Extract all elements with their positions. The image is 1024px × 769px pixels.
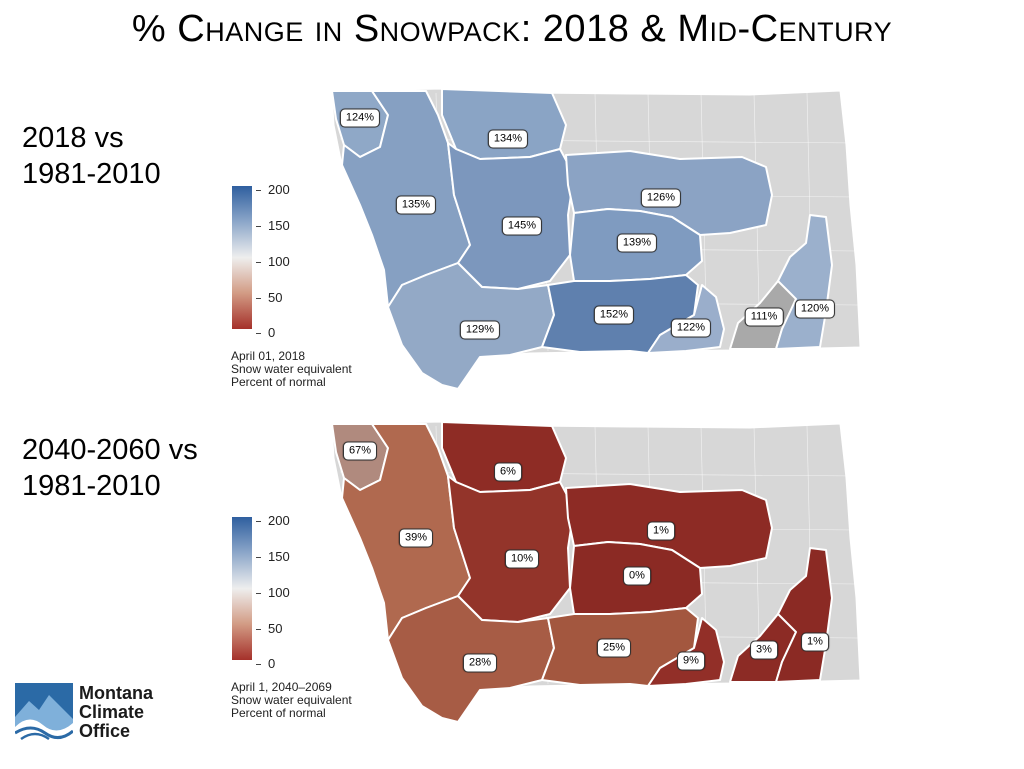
- panel-2-caption-date: April 1, 2040–2069: [231, 680, 332, 694]
- montana-climate-office-logo: Montana Climate Office: [15, 683, 185, 745]
- basin-label-tongue: 3%: [750, 640, 778, 660]
- basin-label-yellowstone: 152%: [593, 305, 635, 325]
- logo-line-2: Climate: [79, 702, 145, 722]
- panel-1-tick-200: 200: [256, 182, 290, 197]
- panel-1-color-scale: [232, 186, 252, 329]
- title-prefix: %: [131, 8, 178, 50]
- panel-2-color-scale: [232, 517, 252, 660]
- panel-2-tick-50: 50: [255, 621, 283, 636]
- panel-2-tick-0: 0: [255, 656, 276, 671]
- panel-2-label-line-2: 1981-2010: [22, 470, 161, 502]
- mountain-waves-logo-icon: [15, 683, 73, 741]
- basin-label-musselshell-north: 126%: [640, 188, 682, 208]
- panel-2-map: [331, 421, 861, 723]
- logo-line-3: Office: [79, 721, 131, 741]
- basin-label-upper-missouri: 129%: [459, 320, 501, 340]
- basin-label-flathead: 39%: [398, 528, 434, 548]
- basin-label-musselshell: 139%: [616, 233, 658, 253]
- panel-1-map: [331, 88, 861, 390]
- title-mid: : 2018 &: [520, 8, 678, 50]
- panel-1-tick-150: 150: [256, 218, 290, 233]
- basin-label-flathead: 135%: [395, 195, 437, 215]
- page-title: % Change in Snowpack: 2018 & Mid-Century: [0, 8, 1024, 51]
- basin-label-kootenai: 124%: [339, 108, 381, 128]
- panel-1-legend: 200 150 100 50 0 April 01, 2018 Snow wat…: [228, 182, 378, 396]
- panel-1-caption: April 01, 2018 Snow water equivalent Per…: [231, 350, 352, 389]
- panel-1-caption-unit: Percent of normal: [231, 375, 326, 389]
- panel-2-caption-variable: Snow water equivalent: [231, 693, 352, 707]
- panel-1-tick-50: 50: [255, 290, 283, 305]
- panel-1-label: 2018 vs 1981-2010: [22, 120, 232, 192]
- basin-label-sun-teton: 145%: [501, 216, 543, 236]
- basin-marias: [441, 421, 567, 493]
- panel-2-label-line-1: 2040-2060 vs: [22, 434, 198, 466]
- basin-label-marias: 134%: [487, 129, 529, 149]
- panel-1-caption-variable: Snow water equivalent: [231, 362, 352, 376]
- basin-label-powder: 120%: [794, 299, 836, 319]
- panel-2-caption: April 1, 2040–2069 Snow water equivalent…: [231, 681, 352, 720]
- title-part-1: Change in Snowpack: [177, 8, 521, 50]
- basin-label-musselshell-north: 1%: [647, 521, 675, 541]
- panel-2-label: 2040-2060 vs 1981-2010: [22, 432, 232, 504]
- basin-bighorn: [647, 617, 725, 687]
- logo-line-1: Montana: [79, 683, 153, 703]
- basin-label-sun-teton: 10%: [504, 549, 540, 569]
- panel-1-label-line-2: 1981-2010: [22, 158, 161, 190]
- logo-text: Montana Climate Office: [79, 684, 153, 741]
- basin-sun-teton: [447, 142, 575, 290]
- panel-1-label-line-1: 2018 vs: [22, 122, 124, 154]
- panel-2-caption-unit: Percent of normal: [231, 706, 326, 720]
- panel-1-tick-100: 100: [256, 254, 290, 269]
- basin-label-bighorn: 122%: [670, 318, 712, 338]
- title-part-2: Mid-Century: [677, 8, 893, 50]
- basin-marias: [441, 88, 567, 160]
- panel-2-tick-100: 100: [256, 585, 290, 600]
- basin-label-marias: 6%: [494, 462, 522, 482]
- panel-2-legend: 200 150 100 50 0 April 1, 2040–2069 Snow…: [228, 513, 378, 727]
- panel-2-tick-150: 150: [256, 549, 290, 564]
- basin-label-yellowstone: 25%: [596, 638, 632, 658]
- basin-label-upper-missouri: 28%: [462, 653, 498, 673]
- panel-2-tick-200: 200: [256, 513, 290, 528]
- basin-label-powder: 1%: [801, 632, 829, 652]
- panel-1-caption-date: April 01, 2018: [231, 349, 306, 363]
- basin-label-musselshell: 0%: [623, 566, 651, 586]
- basin-label-kootenai: 67%: [342, 441, 378, 461]
- basin-sun-teton: [447, 475, 575, 623]
- panel-1-tick-0: 0: [255, 325, 276, 340]
- basin-label-tongue: 111%: [744, 307, 784, 327]
- basin-label-bighorn: 9%: [677, 651, 705, 671]
